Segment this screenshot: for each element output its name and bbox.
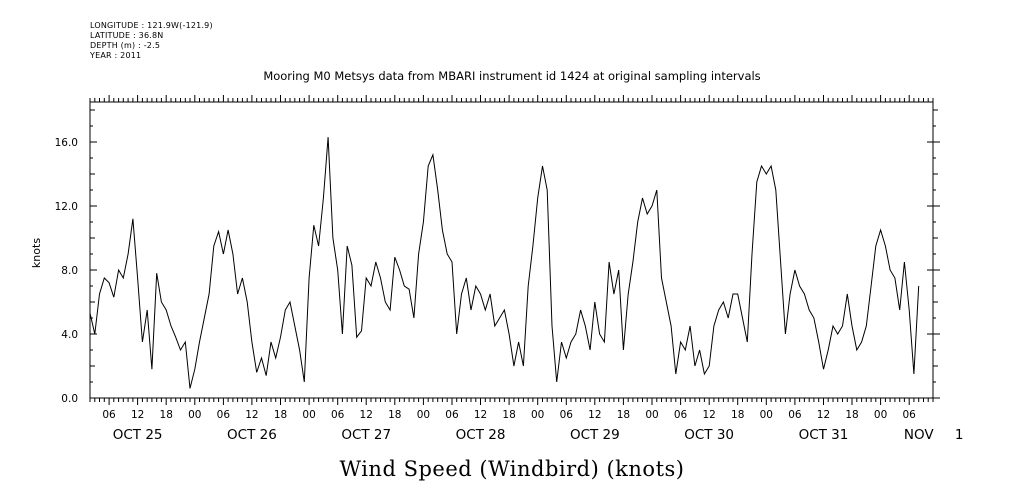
x-date-label: OCT 25: [113, 427, 163, 443]
x-axis-title: Wind Speed (Windbird) (knots): [340, 457, 685, 481]
latitude-label: LATITUDE : 36.8N: [90, 31, 164, 40]
x-hour-tick-label: 18: [731, 409, 744, 421]
x-hour-tick-label: 18: [160, 409, 173, 421]
x-date-label: OCT 29: [570, 427, 620, 443]
x-hour-tick-label: 00: [645, 409, 658, 421]
x-hour-tick-label: 06: [788, 409, 802, 421]
longitude-label: LONGITUDE : 121.9W(-121.9): [90, 21, 213, 30]
plot-frame: [89, 101, 934, 399]
x-hour-tick-label: 12: [702, 409, 715, 421]
x-date-label: OCT 26: [227, 427, 277, 443]
x-hour-tick-label: 12: [245, 409, 258, 421]
x-date-label: OCT 28: [456, 427, 506, 443]
x-hour-tick-label: 18: [274, 409, 287, 421]
x-hour-tick-label: 18: [845, 409, 858, 421]
y-tick-label: 8.0: [61, 265, 78, 277]
y-tick-label: 12.0: [55, 201, 78, 213]
y-axis-label: knots: [30, 238, 43, 268]
y-tick-label: 16.0: [55, 137, 78, 149]
x-hour-tick-label: 06: [674, 409, 688, 421]
x-hour-tick-label: 18: [617, 409, 630, 421]
x-hour-tick-label: 12: [588, 409, 601, 421]
x-hour-tick-label: 00: [874, 409, 887, 421]
x-hour-tick-label: 00: [302, 409, 315, 421]
wind-speed-series-line: [89, 137, 920, 389]
x-date-label: NOV: [904, 427, 934, 443]
x-date-label: OCT 31: [799, 427, 849, 443]
y-tick-label: 4.0: [61, 329, 78, 341]
y-tick-label: 0.0: [61, 393, 78, 405]
x-date-label: OCT 30: [684, 427, 734, 443]
x-hour-tick-label: 18: [388, 409, 401, 421]
x-hour-tick-label: 06: [445, 409, 459, 421]
x-hour-tick-label: 18: [502, 409, 515, 421]
x-hour-tick-label: 12: [817, 409, 830, 421]
x-hour-tick-label: 00: [531, 409, 544, 421]
x-hour-tick-label: 06: [102, 409, 116, 421]
x-hour-tick-label: 00: [188, 409, 201, 421]
x-hour-tick-label: 00: [417, 409, 430, 421]
x-hour-tick-label: 06: [902, 409, 916, 421]
x-hour-tick-label: 06: [331, 409, 345, 421]
x-hour-tick-label: 06: [217, 409, 231, 421]
depth-label: DEPTH (m) : -2.5: [90, 41, 161, 50]
x-date-label: OCT 27: [341, 427, 391, 443]
x-hour-tick-label: 12: [474, 409, 487, 421]
x-date-label: 1: [955, 427, 964, 443]
x-hour-tick-label: 12: [131, 409, 144, 421]
year-label: YEAR : 2011: [90, 51, 142, 60]
station-metadata: LONGITUDE : 121.9W(-121.9) LATITUDE : 36…: [90, 21, 213, 61]
chart-title: Mooring M0 Metsys data from MBARI instru…: [263, 69, 760, 83]
x-hour-tick-label: 00: [760, 409, 773, 421]
x-hour-tick-label: 12: [360, 409, 373, 421]
x-hour-tick-label: 06: [560, 409, 574, 421]
